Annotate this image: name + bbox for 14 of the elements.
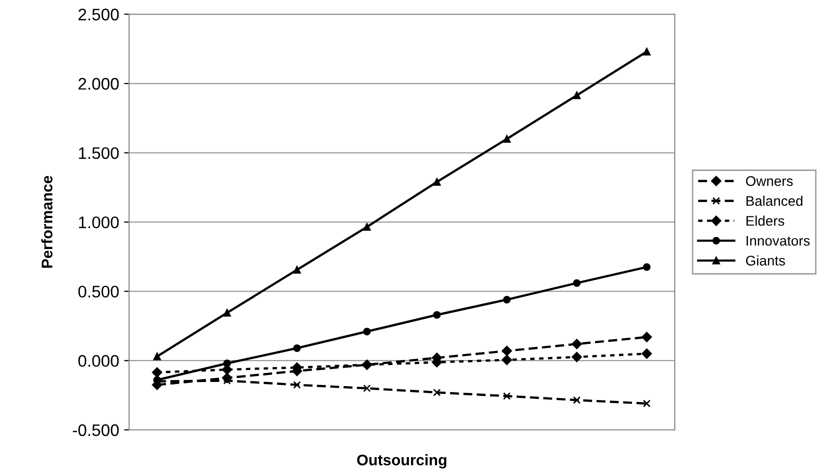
y-axis-title: Performance: [41, 176, 52, 268]
y-tick-label: -0.500: [72, 424, 119, 436]
x-axis-title: Outsourcing: [357, 454, 446, 468]
legend-label: Elders: [746, 216, 784, 226]
y-tick-label: 2.000: [78, 78, 119, 90]
y-tick-label: 0.500: [78, 286, 119, 298]
legend-label: Owners: [746, 176, 793, 186]
y-tick-label: 1.000: [78, 216, 119, 228]
legend-label: Innovators: [746, 236, 810, 246]
legend-label: Giants: [746, 255, 786, 266]
y-tick-label: 2.500: [78, 8, 119, 20]
y-tick-label: 0.000: [78, 355, 119, 367]
legend-label: Balanced: [746, 196, 802, 206]
y-tick-label: 1.500: [78, 147, 119, 159]
